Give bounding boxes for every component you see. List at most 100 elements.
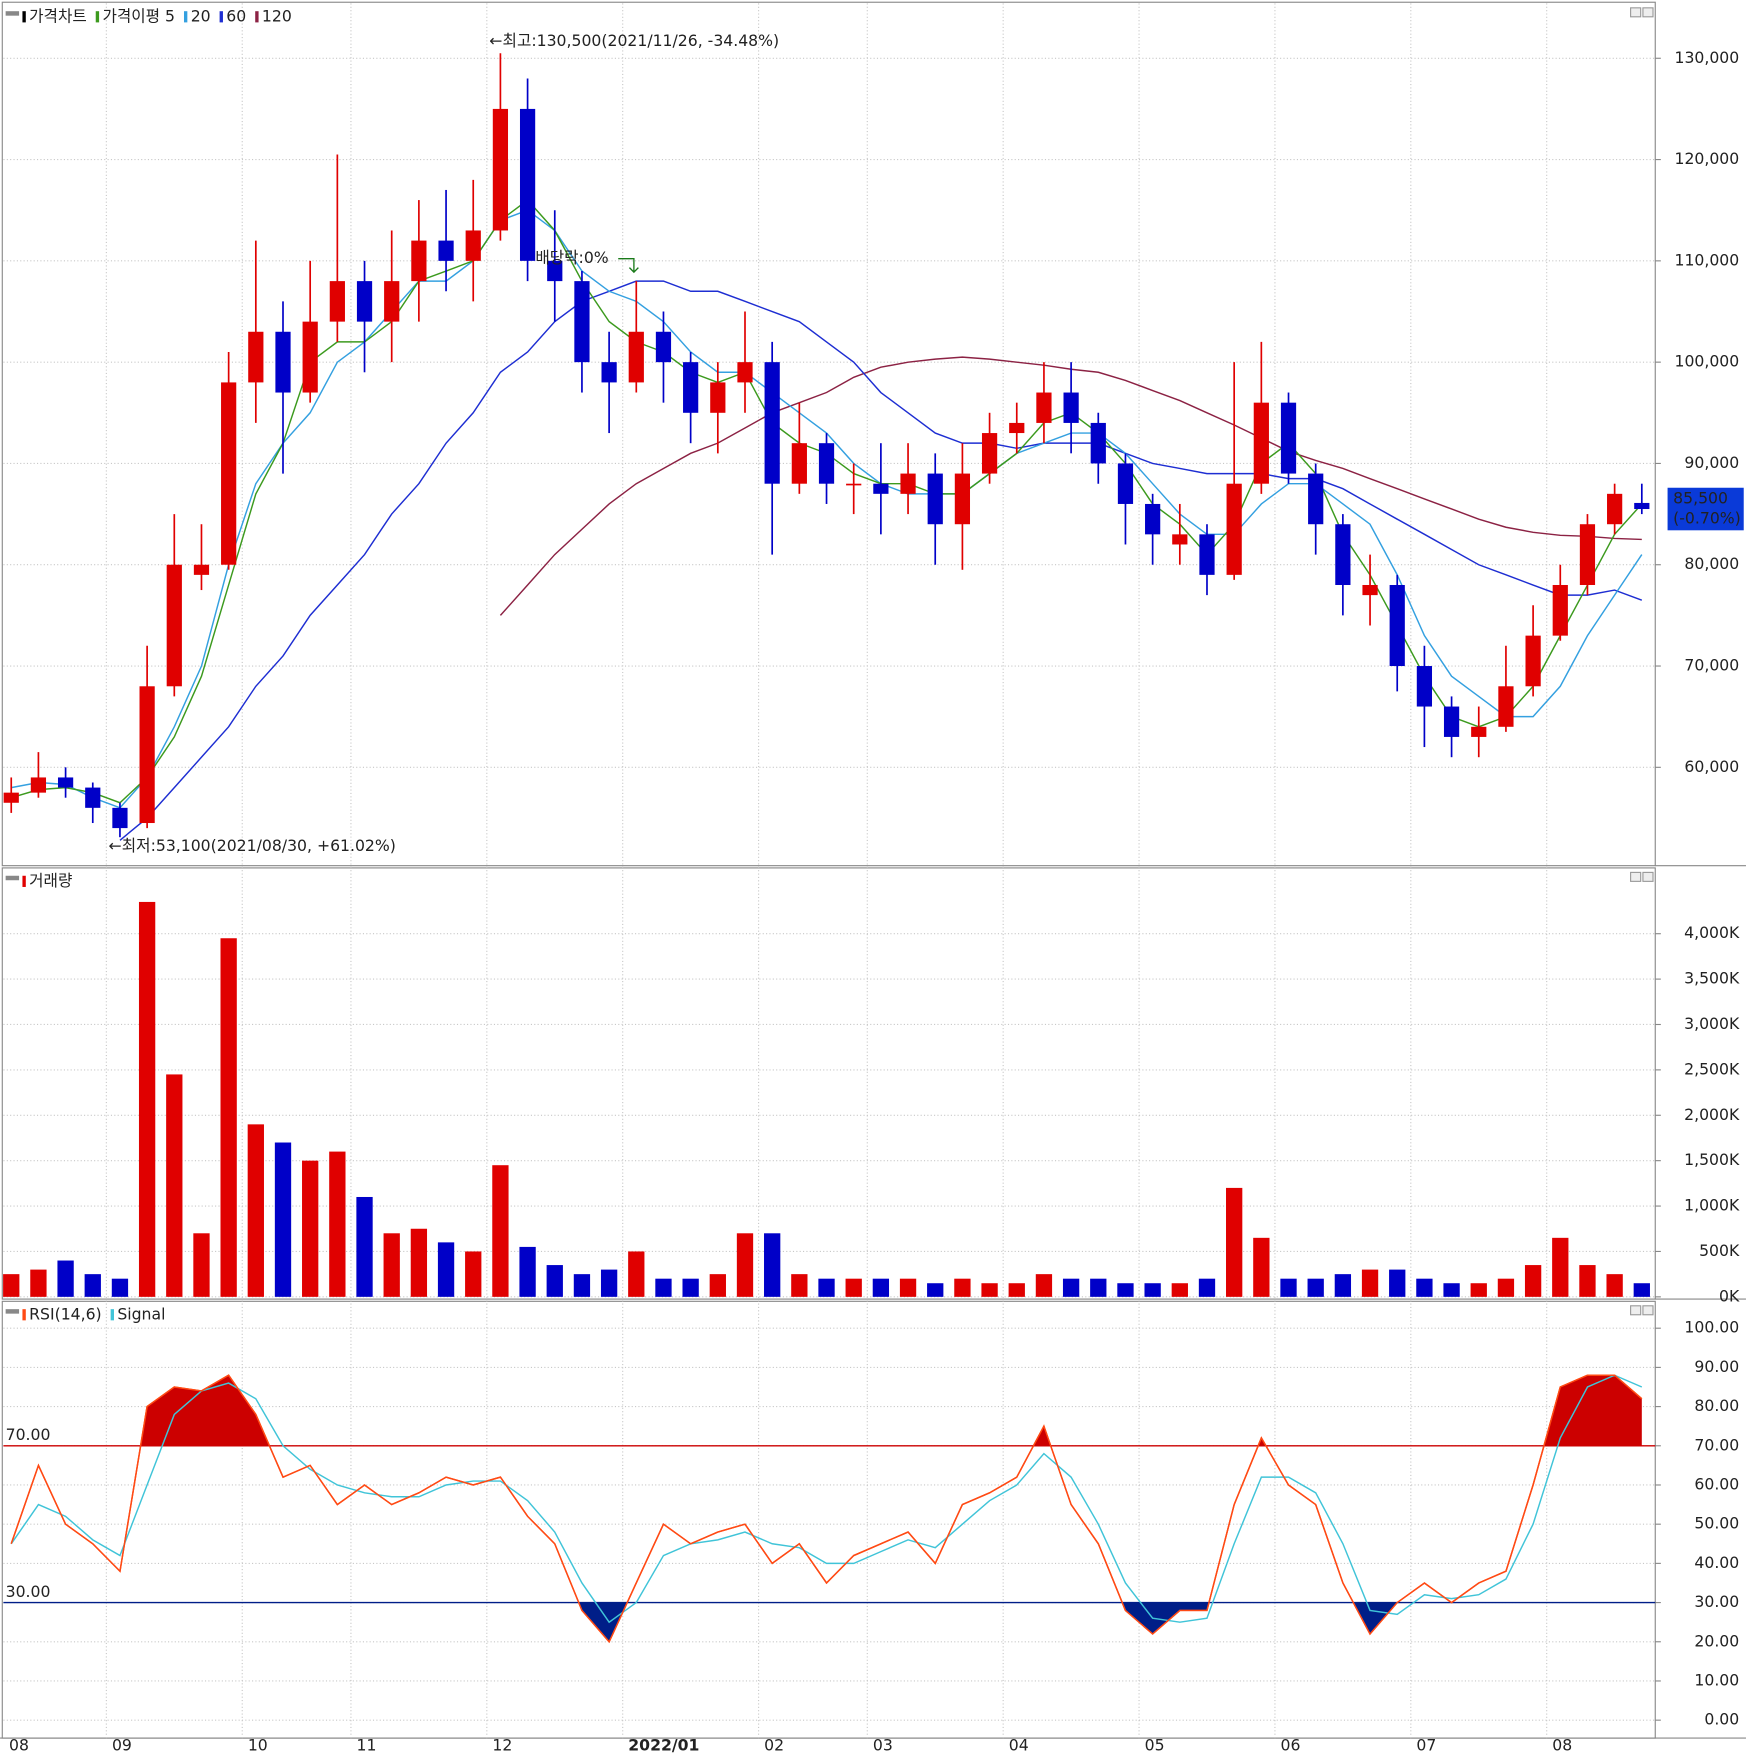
legend-label: 20 bbox=[191, 6, 211, 25]
candle-body bbox=[1172, 534, 1188, 545]
x-tick-label: 09 bbox=[112, 1735, 132, 1754]
candle-body bbox=[655, 331, 672, 363]
x-tick-label: 04 bbox=[1009, 1735, 1029, 1754]
high-annotation: ←최고:130,500(2021/11/26, -34.48%) bbox=[489, 31, 779, 50]
candle-body bbox=[547, 260, 563, 282]
volume-bar bbox=[709, 1274, 726, 1297]
candle-body bbox=[139, 686, 155, 824]
volume-bar bbox=[84, 1274, 101, 1297]
y-tick-label: 0.00 bbox=[1704, 1710, 1739, 1729]
minimize-button[interactable] bbox=[1630, 7, 1642, 18]
volume-bar bbox=[1144, 1283, 1161, 1297]
candle-body bbox=[1607, 493, 1623, 525]
volume-bar bbox=[954, 1278, 971, 1297]
minimize-button[interactable] bbox=[1630, 871, 1642, 882]
x-tick-label: 12 bbox=[492, 1735, 512, 1754]
volume-bar bbox=[166, 1074, 183, 1297]
volume-bar bbox=[1253, 1237, 1270, 1297]
volume-bar bbox=[1226, 1187, 1243, 1297]
volume-bar bbox=[1524, 1265, 1542, 1297]
volume-bar bbox=[927, 1283, 944, 1297]
candle-body bbox=[846, 483, 862, 486]
y-tick-label: 100.00 bbox=[1684, 1318, 1739, 1337]
y-tick-label: 500K bbox=[1699, 1241, 1740, 1260]
candle-body bbox=[3, 792, 19, 803]
legend-label: 가격차트 bbox=[29, 6, 87, 25]
candle-body bbox=[1199, 534, 1215, 575]
legend-swatch bbox=[110, 1309, 114, 1321]
legend-swatch bbox=[255, 11, 259, 23]
candle-body bbox=[900, 473, 916, 494]
legend-swatch bbox=[183, 11, 188, 23]
candle-body bbox=[1308, 473, 1324, 525]
volume-bar bbox=[1470, 1283, 1487, 1297]
volume-bar bbox=[30, 1269, 47, 1297]
volume-bar bbox=[845, 1278, 862, 1297]
y-tick-label: 1,000K bbox=[1684, 1196, 1740, 1215]
candle-body bbox=[981, 433, 998, 474]
close-button[interactable] bbox=[1642, 7, 1654, 18]
volume-bar bbox=[628, 1251, 645, 1297]
overbought-fill bbox=[11, 1375, 1642, 1446]
volume-bar bbox=[57, 1260, 74, 1297]
last-change: (-0.70%) bbox=[1673, 509, 1741, 528]
candle-body bbox=[628, 331, 644, 383]
legend-swatch bbox=[22, 1309, 26, 1321]
x-tick-label: 07 bbox=[1416, 1735, 1436, 1754]
legend-label: RSI(14,6) bbox=[29, 1304, 102, 1323]
legend-swatch bbox=[22, 11, 26, 23]
volume-bar bbox=[1443, 1283, 1460, 1297]
y-tick-label: 70.00 bbox=[1694, 1435, 1739, 1454]
volume-bar bbox=[1198, 1278, 1216, 1297]
candle-body bbox=[954, 473, 971, 525]
y-tick-label: 80.00 bbox=[1694, 1396, 1739, 1415]
x-tick-label: 06 bbox=[1281, 1735, 1301, 1754]
volume-bar bbox=[1389, 1269, 1406, 1297]
volume-bar bbox=[1008, 1283, 1025, 1297]
volume-bar bbox=[302, 1160, 319, 1297]
y-tick-label: 110,000 bbox=[1674, 250, 1739, 269]
candle-body bbox=[329, 281, 345, 322]
y-tick-label: 10.00 bbox=[1694, 1670, 1739, 1689]
y-tick-label: 90.00 bbox=[1694, 1357, 1739, 1376]
volume-bar bbox=[3, 1274, 20, 1297]
candle-body bbox=[465, 230, 481, 261]
last-price: 85,500 bbox=[1673, 488, 1728, 507]
candle-body bbox=[1280, 402, 1297, 474]
close-button[interactable] bbox=[1642, 871, 1654, 882]
volume-bar bbox=[1334, 1274, 1352, 1297]
overbought-label: 70.00 bbox=[6, 1425, 51, 1444]
y-tick-label: 100,000 bbox=[1674, 352, 1739, 371]
dividend-arrow bbox=[618, 258, 639, 274]
volume-bar bbox=[600, 1269, 618, 1297]
y-tick-label: 30.00 bbox=[1694, 1592, 1739, 1611]
line-series bbox=[10, 1374, 1643, 1644]
candle-body bbox=[438, 240, 454, 261]
x-tick-label: 11 bbox=[357, 1735, 377, 1754]
volume-bar bbox=[1497, 1278, 1515, 1297]
close-button[interactable] bbox=[1642, 1305, 1654, 1316]
volume-bar bbox=[519, 1246, 536, 1297]
candle-body bbox=[873, 483, 889, 494]
candle-body bbox=[302, 321, 318, 393]
candle-body bbox=[1009, 422, 1025, 434]
y-tick-label: 90,000 bbox=[1684, 453, 1739, 472]
y-tick-label: 120,000 bbox=[1674, 149, 1739, 168]
candle-body bbox=[30, 777, 47, 793]
volume-bar bbox=[1035, 1274, 1053, 1297]
volume-bar bbox=[383, 1233, 400, 1297]
candle-body bbox=[85, 787, 101, 808]
legend-label: 가격이평 5 bbox=[102, 6, 175, 25]
minimize-button[interactable] bbox=[1630, 1305, 1642, 1316]
dividend-annotation: 배당락:0% bbox=[535, 248, 608, 267]
candle-body bbox=[221, 382, 237, 565]
volume-bar bbox=[736, 1233, 754, 1297]
legend-label: 거래량 bbox=[29, 871, 72, 890]
volume-bar bbox=[492, 1165, 509, 1297]
x-tick-label: 05 bbox=[1145, 1735, 1165, 1754]
x-tick-label: 08 bbox=[9, 1735, 29, 1754]
candle-body bbox=[356, 281, 373, 322]
volume-bar bbox=[329, 1151, 346, 1297]
volume-bar bbox=[1361, 1269, 1379, 1297]
